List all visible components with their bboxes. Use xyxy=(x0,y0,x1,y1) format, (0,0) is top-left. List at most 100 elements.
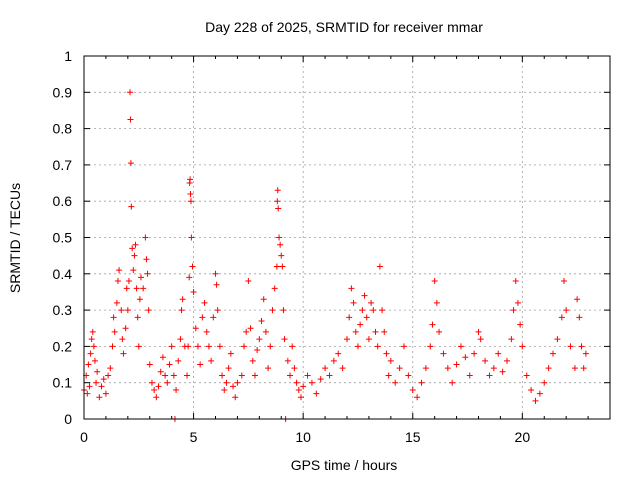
data-point xyxy=(214,307,221,314)
data-point xyxy=(322,365,329,372)
x-axis-label: GPS time / hours xyxy=(291,457,398,473)
data-point xyxy=(113,299,120,306)
data-point xyxy=(295,386,302,393)
data-point xyxy=(238,372,245,379)
data-point xyxy=(187,176,194,183)
data-point xyxy=(422,365,429,372)
data-point xyxy=(143,256,150,263)
data-point xyxy=(148,379,155,386)
data-point xyxy=(278,252,285,259)
data-point xyxy=(471,350,478,357)
data-point xyxy=(304,372,311,379)
data-point xyxy=(260,296,267,303)
data-point xyxy=(271,285,278,292)
data-point xyxy=(151,386,158,393)
data-point xyxy=(490,365,497,372)
data-point xyxy=(346,314,353,321)
data-point xyxy=(194,343,201,350)
data-point xyxy=(118,307,125,314)
data-point xyxy=(230,383,237,390)
data-point xyxy=(519,343,526,350)
data-point xyxy=(550,350,557,357)
chart-title: Day 228 of 2025, SRMTID for receiver mma… xyxy=(205,19,483,35)
data-point xyxy=(414,394,421,401)
data-point xyxy=(186,274,193,281)
data-point xyxy=(274,187,281,194)
data-point xyxy=(440,350,447,357)
data-point xyxy=(348,285,355,292)
data-point xyxy=(409,386,416,393)
y-tick-label: 0 xyxy=(64,411,72,427)
x-tick-label: 5 xyxy=(190,429,198,445)
data-point xyxy=(144,270,151,277)
data-point xyxy=(91,357,98,364)
data-point xyxy=(192,325,199,332)
data-point xyxy=(130,267,137,274)
data-point xyxy=(203,328,210,335)
data-point xyxy=(297,394,304,401)
y-tick-label: 0.9 xyxy=(53,84,73,100)
data-point xyxy=(247,325,254,332)
data-point xyxy=(157,368,164,375)
data-point xyxy=(280,307,287,314)
data-point xyxy=(381,328,388,335)
data-point xyxy=(563,307,570,314)
data-point xyxy=(122,325,129,332)
data-point xyxy=(376,263,383,270)
data-point xyxy=(127,89,134,96)
data-point xyxy=(197,361,204,368)
data-point xyxy=(105,372,112,379)
data-point xyxy=(123,285,130,292)
y-tick-label: 0.2 xyxy=(53,338,73,354)
data-point xyxy=(528,386,535,393)
data-point xyxy=(208,357,215,364)
data-point xyxy=(508,336,515,343)
data-point xyxy=(457,343,464,350)
data-point xyxy=(350,299,357,306)
data-point xyxy=(98,383,105,390)
data-point xyxy=(258,317,265,324)
data-point xyxy=(330,357,337,364)
data-point xyxy=(127,116,134,123)
data-point xyxy=(166,361,173,368)
data-point xyxy=(179,296,186,303)
data-point xyxy=(155,383,162,390)
data-point xyxy=(580,365,587,372)
data-point xyxy=(545,365,552,372)
data-point xyxy=(396,365,403,372)
data-point xyxy=(177,336,184,343)
data-point xyxy=(127,160,134,167)
y-tick-label: 0.1 xyxy=(53,375,73,391)
data-point xyxy=(221,386,228,393)
data-point xyxy=(385,372,392,379)
data-point xyxy=(114,278,121,285)
data-point xyxy=(363,314,370,321)
data-point xyxy=(276,234,283,241)
data-point xyxy=(379,307,386,314)
data-point xyxy=(159,354,166,361)
data-point xyxy=(254,347,261,354)
data-point xyxy=(433,299,440,306)
data-point xyxy=(225,365,232,372)
data-point xyxy=(135,343,142,350)
data-point xyxy=(462,354,469,361)
data-point xyxy=(256,336,263,343)
data-point xyxy=(400,343,407,350)
data-point xyxy=(344,336,350,343)
data-point xyxy=(189,263,196,270)
x-tick-label: 0 xyxy=(80,429,88,445)
data-point xyxy=(495,350,502,357)
data-point xyxy=(368,299,375,306)
data-point xyxy=(85,361,92,368)
data-point xyxy=(86,383,93,390)
data-point xyxy=(240,343,247,350)
data-point xyxy=(279,263,286,270)
x-tick-label: 10 xyxy=(295,429,311,445)
data-point xyxy=(392,379,399,386)
data-point xyxy=(146,361,153,368)
y-tick-label: 1 xyxy=(64,48,72,64)
data-point xyxy=(201,299,208,306)
data-point xyxy=(234,379,241,386)
data-point xyxy=(274,198,281,205)
